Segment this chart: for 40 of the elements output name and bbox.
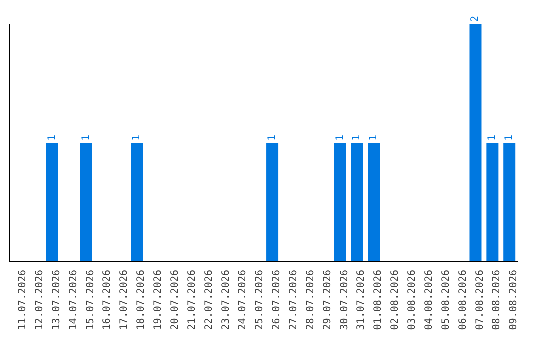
x-tick-label: 17.07.2026 [119,270,130,330]
data-label: 1 [504,134,516,141]
x-tick-label: 12.07.2026 [34,270,46,330]
x-tick-label: 30.07.2026 [339,270,350,330]
x-tick-label: 20.07.2026 [170,270,181,330]
data-label: 1 [352,134,363,141]
x-tick-label: 11.07.2026 [18,270,29,330]
x-tick-label: 07.08.2026 [474,270,486,330]
x-tick-label: 19.07.2026 [153,270,164,330]
x-tick-label: 26.07.2026 [272,270,283,330]
x-tick-label: 05.08.2026 [440,270,452,330]
x-tick-label: 24.07.2026 [238,270,249,330]
x-tick-label: 25.07.2026 [254,270,266,330]
x-tick-label: 27.07.2026 [288,270,300,330]
data-label: 1 [334,134,346,141]
data-label: 1 [132,134,143,141]
data-label: 1 [368,134,380,141]
data-label: 1 [267,134,278,141]
data-label: 1 [46,134,58,141]
data-label: 2 [470,16,482,22]
x-tick-label: 08.08.2026 [492,270,503,330]
x-tick-label: 03.08.2026 [407,270,418,330]
x-tick-label: 23.07.2026 [220,270,232,330]
x-tick-label: 21.07.2026 [186,270,198,330]
x-tick-label: 04.08.2026 [424,270,435,330]
x-tick-label: 31.07.2026 [356,270,368,330]
x-tick-label: 28.07.2026 [305,270,316,330]
x-tick-label: 14.07.2026 [68,270,80,330]
x-tick-label: 29.07.2026 [322,270,334,330]
x-tick-label: 22.07.2026 [204,270,215,330]
x-tick-label: 09.08.2026 [508,270,520,330]
x-tick-label: 01.08.2026 [373,270,384,330]
x-tick-label: 02.08.2026 [390,270,402,330]
x-tick-label: 06.08.2026 [458,270,469,330]
data-label: 1 [80,134,92,141]
x-tick-label: 15.07.2026 [85,270,96,330]
x-tick-label: 18.07.2026 [136,270,148,330]
x-tick-label: 16.07.2026 [102,270,114,330]
x-tick-label: 13.07.2026 [51,270,62,330]
data-label: 1 [487,134,498,141]
